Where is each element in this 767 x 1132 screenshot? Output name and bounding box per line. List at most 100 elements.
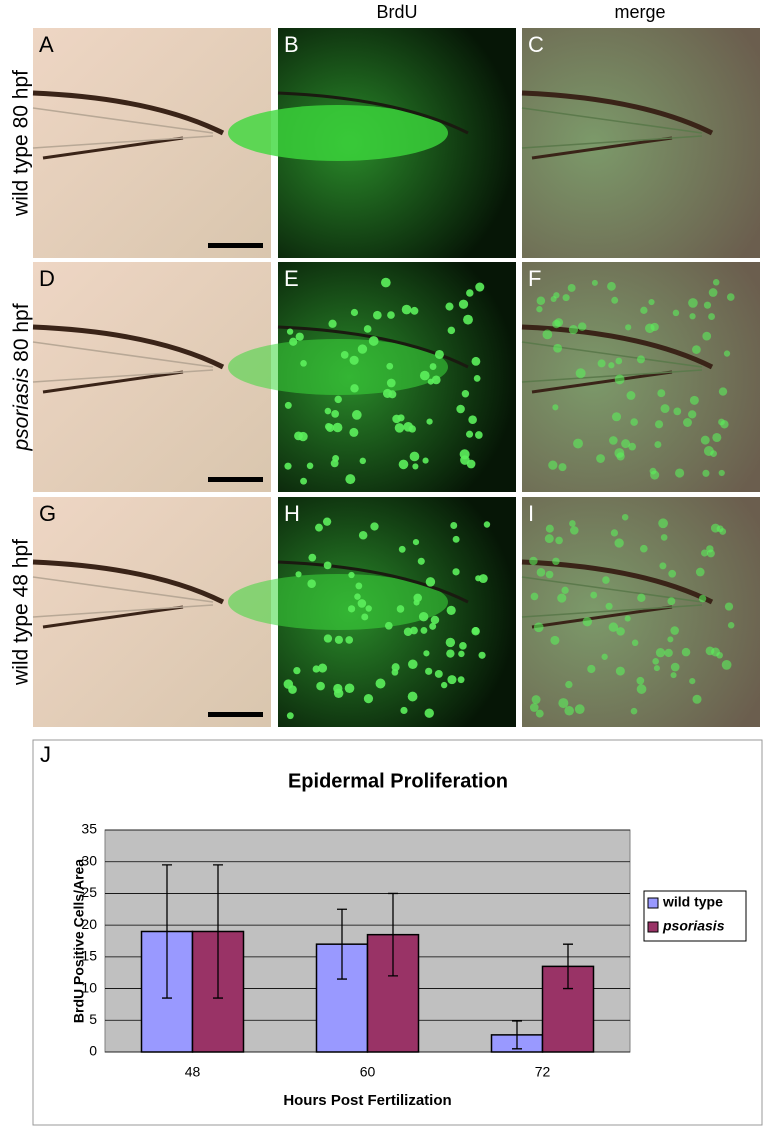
cell — [536, 296, 546, 305]
cell — [318, 663, 328, 673]
cell — [718, 387, 728, 396]
cell — [466, 459, 476, 469]
cell — [567, 284, 576, 292]
cell — [450, 522, 458, 529]
cell — [400, 706, 408, 715]
cell — [368, 336, 379, 346]
cell — [347, 605, 356, 613]
cell — [407, 691, 418, 702]
error-bar — [213, 864, 223, 999]
cell — [456, 404, 465, 414]
cell — [723, 350, 731, 357]
cell — [555, 536, 563, 545]
pigment — [521, 559, 714, 605]
cell — [373, 310, 382, 320]
cell — [381, 277, 391, 288]
cell — [553, 292, 560, 299]
cell — [300, 477, 308, 485]
cell — [706, 549, 715, 558]
cell — [333, 688, 344, 699]
cell — [483, 521, 491, 528]
panel-label: I — [528, 501, 534, 526]
cell — [702, 469, 710, 477]
cell — [601, 653, 608, 660]
cell — [386, 378, 396, 388]
cell — [345, 636, 354, 644]
x-tick-label: 48 — [185, 1064, 201, 1080]
cell — [425, 577, 436, 587]
cell — [553, 343, 563, 353]
cell — [614, 374, 625, 385]
cell — [445, 637, 456, 648]
cell — [616, 627, 625, 636]
fluorescence — [228, 105, 448, 161]
pigment — [42, 370, 184, 394]
fluorescence — [228, 574, 448, 630]
cell — [461, 390, 470, 398]
cell — [424, 708, 434, 718]
cell — [615, 666, 625, 676]
x-tick-label: 60 — [360, 1064, 376, 1080]
pigment — [277, 325, 469, 369]
cell — [355, 582, 363, 590]
cell — [703, 301, 712, 309]
pigment — [32, 90, 225, 136]
cell — [412, 463, 419, 470]
cell — [653, 665, 660, 672]
cell — [712, 278, 720, 286]
panel-label: F — [528, 266, 541, 291]
cell — [531, 695, 541, 704]
cell — [573, 438, 583, 449]
cell — [582, 617, 592, 627]
panel-label: D — [39, 266, 55, 291]
cell — [475, 431, 483, 439]
cell — [710, 450, 717, 458]
cell — [410, 306, 419, 315]
notochord — [32, 107, 214, 149]
cell — [306, 462, 314, 470]
cell — [420, 626, 428, 634]
cell — [386, 362, 394, 370]
cell — [447, 675, 457, 685]
cell — [430, 615, 440, 625]
cell — [701, 549, 709, 557]
cell — [308, 553, 317, 562]
cell — [591, 279, 598, 286]
cell — [610, 529, 619, 537]
pigment — [277, 91, 469, 135]
cell — [289, 337, 298, 346]
cell — [575, 368, 586, 379]
cell — [718, 469, 725, 477]
cell — [587, 664, 596, 674]
cell — [670, 672, 677, 679]
cell — [387, 311, 395, 319]
cell — [286, 712, 294, 720]
cell — [359, 457, 367, 465]
cell — [721, 660, 732, 670]
legend-swatch — [647, 921, 659, 933]
cell — [295, 332, 304, 341]
cell — [425, 667, 433, 675]
cell — [548, 460, 558, 470]
cell — [652, 658, 659, 665]
y-tick-label: 35 — [81, 821, 97, 837]
cell — [660, 534, 668, 541]
cell — [630, 418, 638, 426]
cell — [471, 356, 481, 366]
cell — [475, 282, 485, 292]
cell — [640, 306, 648, 314]
cell — [324, 407, 332, 415]
cell — [545, 570, 554, 579]
cell — [452, 535, 460, 543]
cell — [621, 439, 631, 449]
row-label-rest: 80 hpf — [10, 303, 33, 362]
cell — [446, 605, 456, 615]
cell — [628, 442, 637, 451]
cell — [675, 468, 685, 478]
cell — [689, 395, 699, 405]
cell — [558, 463, 567, 472]
cell — [695, 567, 705, 577]
cell — [544, 534, 554, 544]
cell — [466, 430, 474, 438]
cell — [423, 650, 430, 657]
